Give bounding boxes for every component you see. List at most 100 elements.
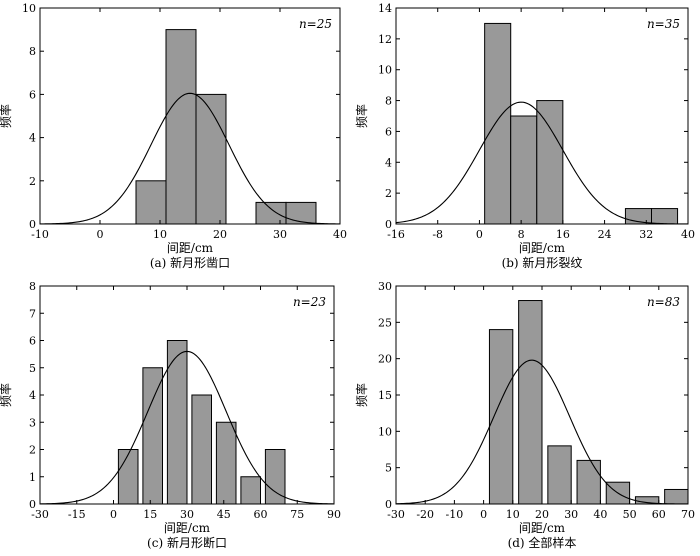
histogram-bar: [536, 100, 564, 225]
y-tick-label: 10: [378, 64, 392, 77]
histogram-bar: [117, 449, 139, 505]
y-tick-label: 4: [385, 156, 392, 169]
x-tick-label: -30: [387, 508, 405, 521]
histogram-bar: [488, 329, 514, 505]
y-tick-label: 15: [378, 389, 392, 402]
x-tick-label: 40: [681, 228, 695, 241]
histogram-bar: [215, 421, 237, 505]
y-tick-label: 0: [29, 498, 36, 511]
normal-fit-curve: [395, 101, 689, 225]
x-tick-label: 0: [110, 508, 117, 521]
x-tick-label: 20: [213, 228, 227, 241]
x-tick-label: 15: [143, 508, 157, 521]
x-tick-label: 30: [564, 508, 578, 521]
x-tick-label: 8: [518, 228, 525, 241]
y-tick-label: 8: [29, 45, 36, 58]
plot-frame: [395, 7, 689, 225]
x-tick-label: 40: [593, 508, 607, 521]
x-tick-label: 0: [97, 228, 104, 241]
x-tick-label: -16: [387, 228, 405, 241]
y-tick-label: 0: [29, 218, 36, 231]
x-tick-label: -8: [432, 228, 443, 241]
y-tick-label: 6: [29, 335, 36, 348]
y-tick-label: 6: [29, 88, 36, 101]
y-tick-label: 0: [385, 218, 392, 231]
x-tick-label: 24: [598, 228, 612, 241]
x-tick-label: 16: [556, 228, 570, 241]
normal-fit-curve: [395, 359, 689, 505]
y-tick-label: 25: [378, 316, 392, 329]
histogram-bar: [191, 394, 212, 505]
y-tick-label: 30: [378, 280, 392, 293]
x-tick-label: 0: [480, 508, 487, 521]
x-axis-label: 间距/cm: [519, 521, 566, 535]
x-tick-label: 90: [327, 508, 341, 521]
histogram-bar: [484, 22, 512, 225]
x-tick-label: -15: [68, 508, 86, 521]
y-axis-label: 频率: [354, 383, 369, 407]
x-tick-label: 75: [290, 508, 304, 521]
y-tick-label: 4: [29, 389, 36, 402]
y-tick-label: 1: [29, 471, 36, 484]
y-tick-label: 4: [29, 132, 36, 145]
y-tick-label: 3: [29, 416, 36, 429]
x-tick-label: 60: [652, 508, 666, 521]
histogram-bar: [135, 180, 167, 225]
histogram-bar: [576, 459, 601, 505]
x-tick-label: -10: [31, 228, 49, 241]
x-tick-label: 30: [273, 228, 287, 241]
histogram-bar: [547, 445, 572, 505]
x-axis-label: 间距/cm: [167, 241, 214, 255]
y-tick-label: 10: [378, 425, 392, 438]
histogram-bar: [664, 488, 689, 505]
x-tick-label: -30: [31, 508, 49, 521]
panel-caption: (d) 全部样本: [508, 535, 577, 550]
sample-size-label: n=23: [293, 295, 326, 309]
x-tick-label: 10: [506, 508, 520, 521]
x-tick-label: 0: [476, 228, 483, 241]
sample-size-label: n=83: [647, 295, 680, 309]
x-axis-label: 间距/cm: [164, 521, 211, 535]
x-tick-label: -20: [416, 508, 434, 521]
y-tick-label: 20: [378, 353, 392, 366]
y-tick-label: 14: [378, 2, 392, 15]
y-tick-label: 2: [29, 175, 36, 188]
x-tick-label: 45: [217, 508, 231, 521]
histogram-bar: [165, 29, 197, 225]
y-tick-label: 0: [385, 498, 392, 511]
y-tick-label: 8: [385, 95, 392, 108]
histogram-bar: [142, 367, 163, 505]
x-tick-label: 40: [333, 228, 347, 241]
y-tick-label: 5: [29, 362, 36, 375]
histogram-bar: [285, 201, 317, 225]
y-axis-label: 频率: [0, 104, 13, 128]
y-tick-label: 7: [29, 307, 36, 320]
normal-fit-curve: [39, 92, 341, 225]
histogram-bar: [518, 300, 543, 505]
y-tick-label: 2: [29, 444, 36, 457]
histogram-bar: [651, 208, 679, 225]
y-axis-label: 频率: [0, 383, 13, 407]
x-tick-label: 50: [623, 508, 637, 521]
sample-size-label: n=35: [647, 17, 680, 31]
histogram-bar: [510, 115, 538, 225]
panel-caption: (b) 新月形裂纹: [502, 255, 583, 270]
x-tick-label: 32: [639, 228, 653, 241]
histogram-bar: [255, 201, 287, 225]
y-tick-label: 5: [385, 462, 392, 475]
y-tick-label: 8: [29, 280, 36, 293]
sample-size-label: n=25: [299, 17, 332, 31]
histogram-bar: [195, 93, 227, 225]
x-tick-label: 70: [681, 508, 695, 521]
y-tick-label: 12: [378, 33, 392, 46]
y-tick-label: 2: [385, 187, 392, 200]
normal-fit-curve: [39, 350, 335, 505]
histogram-bar: [240, 476, 261, 505]
y-axis-label: 频率: [354, 104, 369, 128]
x-axis-label: 间距/cm: [519, 241, 566, 255]
x-tick-label: 60: [254, 508, 268, 521]
y-tick-label: 10: [22, 2, 36, 15]
plot-frame: [39, 7, 341, 225]
x-tick-label: 30: [180, 508, 194, 521]
